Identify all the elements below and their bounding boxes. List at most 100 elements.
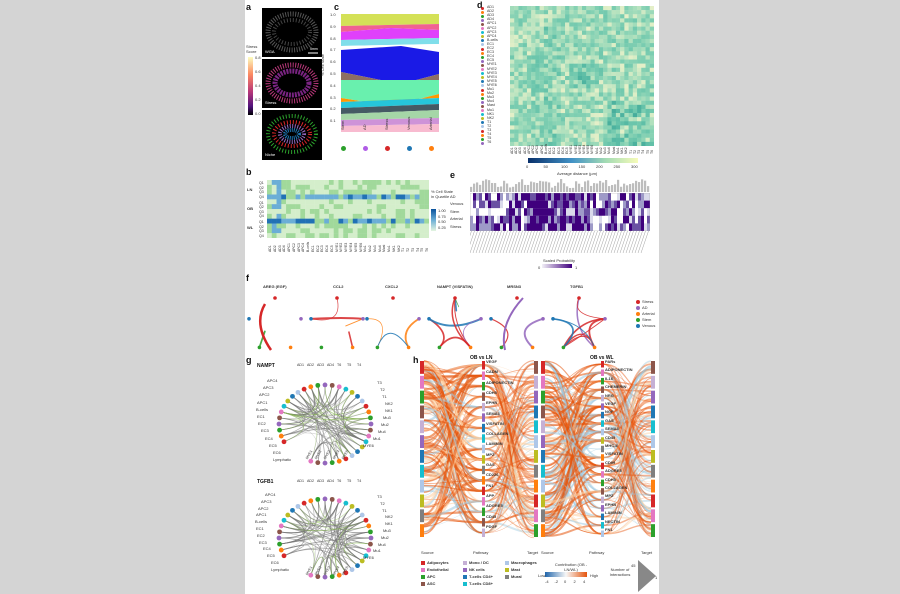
distance-cell	[543, 76, 549, 81]
network-right-label: Mu3	[383, 528, 391, 533]
column-tick	[508, 231, 517, 254]
distance-cell	[628, 30, 634, 36]
column-tick	[550, 231, 559, 254]
quartile-cell	[276, 194, 282, 200]
quartile-cell	[424, 218, 429, 224]
distance-cell	[565, 133, 570, 138]
distance-cell	[569, 71, 574, 77]
network-left-label: APC3	[263, 385, 274, 391]
distance-cell	[531, 104, 536, 110]
sankey-flow	[603, 414, 652, 438]
probability-cell	[506, 208, 510, 216]
sankey-target-node	[534, 435, 538, 448]
quartile-cell	[271, 180, 277, 186]
cell-type-dot	[481, 59, 484, 63]
probability-cell	[584, 200, 588, 209]
distance-cell	[569, 113, 574, 118]
cell-type-dot	[481, 121, 484, 125]
distance-cell	[598, 6, 604, 11]
sankey-target-node	[534, 361, 538, 374]
distance-cell	[531, 92, 536, 97]
cell-type-dot	[481, 14, 484, 18]
network-node	[281, 439, 287, 445]
left-pathway-label: CDH5	[486, 389, 497, 395]
distance-cell	[531, 76, 536, 81]
distance-cell	[573, 117, 578, 122]
pathway-bar	[635, 180, 638, 192]
cell-type-dot	[481, 92, 484, 96]
quartile-cell	[300, 204, 306, 210]
distance-cell	[556, 113, 562, 118]
quartile-cell	[376, 194, 382, 200]
probability-cell	[617, 215, 621, 224]
distance-cell	[548, 51, 553, 56]
sankey-flow	[423, 373, 483, 461]
distance-cell	[615, 80, 621, 85]
distance-cell	[569, 92, 574, 97]
probability-cell	[569, 208, 573, 216]
distance-cell	[582, 43, 587, 48]
distance-cell	[543, 125, 549, 130]
probability-cell	[488, 200, 492, 209]
distance-cell	[632, 121, 638, 126]
distance-cell	[556, 51, 562, 56]
distance-cell	[539, 51, 545, 56]
distance-cell	[573, 71, 578, 77]
column-tick	[499, 231, 508, 254]
pathway-bar	[524, 184, 527, 192]
distance-cell	[577, 129, 583, 134]
distance-cell	[590, 18, 595, 23]
pathway-bar	[617, 179, 620, 192]
distance-cell	[543, 108, 549, 114]
probability-cell	[539, 193, 543, 201]
distance-cell	[577, 67, 583, 73]
quartile-cell	[352, 199, 358, 205]
distance-cell	[552, 63, 557, 68]
quartile-cell	[328, 204, 334, 210]
quartile-cell	[338, 180, 344, 186]
quartile-cell	[424, 189, 429, 195]
probability-cell	[647, 223, 650, 231]
distance-cell	[522, 51, 528, 56]
distance-cell	[628, 47, 634, 52]
pathway-bar	[587, 180, 590, 192]
distance-cell	[607, 104, 612, 110]
sankey-flow	[603, 469, 652, 526]
panel-g-label: g	[246, 355, 252, 365]
quartile-cell	[300, 218, 306, 224]
distance-cell	[603, 22, 608, 27]
sankey-flow	[423, 374, 483, 515]
stress-score-tick: 0.0	[255, 111, 261, 116]
pathway-bar	[551, 187, 554, 192]
sankey-flow	[603, 388, 652, 464]
quartile-cell	[376, 184, 382, 190]
distance-cell	[514, 38, 519, 44]
network-node	[355, 449, 360, 455]
network-right-label: Mu1	[373, 548, 381, 554]
sankey-flow	[603, 363, 652, 397]
distance-cell	[539, 141, 545, 146]
probability-cell	[599, 193, 603, 201]
quartile-cell	[405, 199, 411, 205]
distance-cell	[628, 34, 634, 40]
probability-cell	[473, 223, 477, 231]
distance-cell	[510, 92, 515, 97]
distance-cell	[594, 71, 600, 77]
sankey-flow	[484, 396, 535, 411]
distance-cell	[569, 55, 574, 60]
probability-cell	[644, 215, 648, 224]
distance-cell	[548, 22, 553, 27]
network-node	[281, 517, 287, 523]
chord-link	[490, 318, 509, 348]
cell-type-dot	[481, 96, 484, 100]
distance-cell	[582, 104, 587, 110]
panel-d-row-label: MYE5	[487, 78, 497, 83]
sankey-flow	[484, 439, 535, 481]
distance-cell	[586, 133, 591, 138]
distance-cell	[637, 59, 642, 64]
quartile-cell	[324, 204, 330, 210]
distance-cell	[565, 92, 570, 97]
distance-cell	[514, 67, 519, 73]
distance-cell	[573, 100, 578, 106]
distance-cell	[552, 96, 557, 101]
